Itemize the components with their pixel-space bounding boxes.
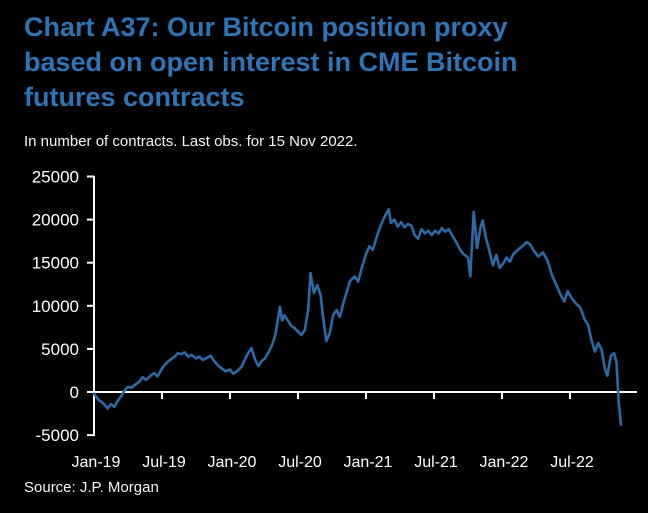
x-tick-label: Jul-22 [550, 454, 594, 471]
y-tick-label: 10000 [32, 297, 79, 316]
x-tick-label: Jan-19 [72, 454, 121, 471]
chart-subtitle: In number of contracts. Last obs. for 15… [24, 133, 358, 150]
y-tick-label: 20000 [32, 211, 79, 230]
x-tick-label: Jan-22 [480, 454, 529, 471]
x-tick-label: Jul-21 [414, 454, 458, 471]
y-tick-label: 25000 [32, 168, 79, 187]
y-tick-label: -5000 [36, 426, 79, 445]
y-tick-label: 5000 [41, 340, 79, 359]
chart-title-line-3: futures contracts [24, 82, 245, 112]
chart-title: Chart A37: Our Bitcoin position proxy ba… [24, 10, 634, 115]
x-tick-label: Jan-21 [344, 454, 393, 471]
chart-title-line-2: based on open interest in CME Bitcoin [24, 47, 518, 77]
chart-title-line-1: Chart A37: Our Bitcoin position proxy [24, 12, 508, 42]
x-tick-label: Jul-20 [278, 454, 322, 471]
x-tick-label: Jul-19 [142, 454, 186, 471]
source-note: Source: J.P. Morgan [24, 479, 159, 496]
x-tick-label: Jan-20 [208, 454, 257, 471]
y-tick-label: 15000 [32, 254, 79, 273]
y-tick-label: 0 [70, 383, 79, 402]
bitcoin-position-series-line [92, 208, 623, 427]
